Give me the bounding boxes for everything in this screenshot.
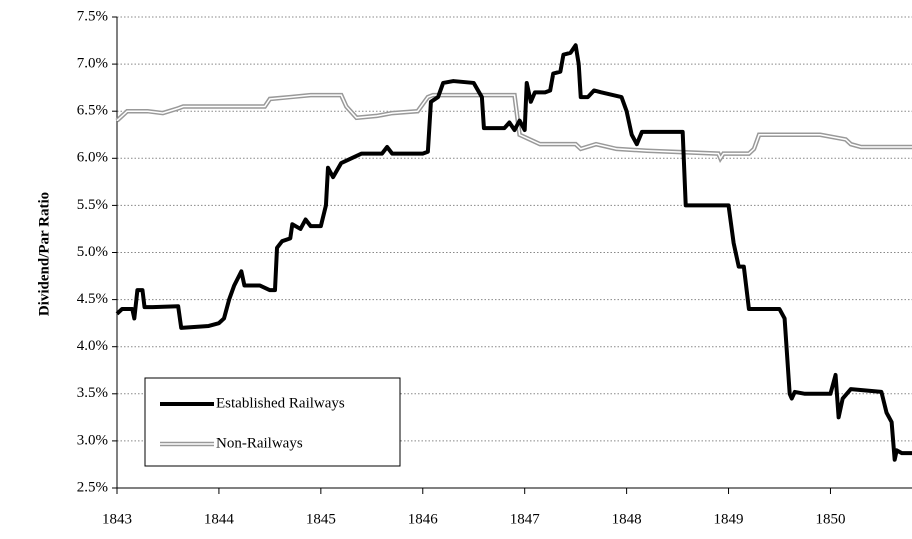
y-tick-label: 5.0% [77,244,108,260]
series-line [115,43,912,462]
y-tick-label: 3.5% [77,385,108,401]
y-tick-label: 3.0% [77,432,108,448]
y-tick-label: 7.5% [77,8,108,24]
y-tick-label: 5.5% [77,197,108,213]
x-tick-label: 1845 [306,511,336,527]
y-tick-label: 4.0% [77,338,108,354]
y-tick-label: 4.5% [77,291,108,307]
x-tick-label: 1850 [815,511,845,527]
y-tick-label: 2.5% [77,479,108,495]
legend-label: Non-Railways [216,435,303,451]
legend-label: Established Railways [216,395,345,411]
x-tick-label: 1844 [204,511,235,527]
x-tick-label: 1846 [408,511,439,527]
y-tick-label: 7.0% [77,56,108,72]
x-tick-label: 1849 [714,511,744,527]
y-tick-label: 6.5% [77,103,108,119]
legend-box [144,377,401,467]
y-tick-label: 6.0% [77,150,108,166]
x-tick-label: 1848 [612,511,642,527]
x-tick-label: 1843 [102,511,132,527]
y-axis-label: Dividend/Par Ratio [36,192,52,316]
series-line-inner [116,94,912,160]
x-tick-label: 1847 [510,511,541,527]
